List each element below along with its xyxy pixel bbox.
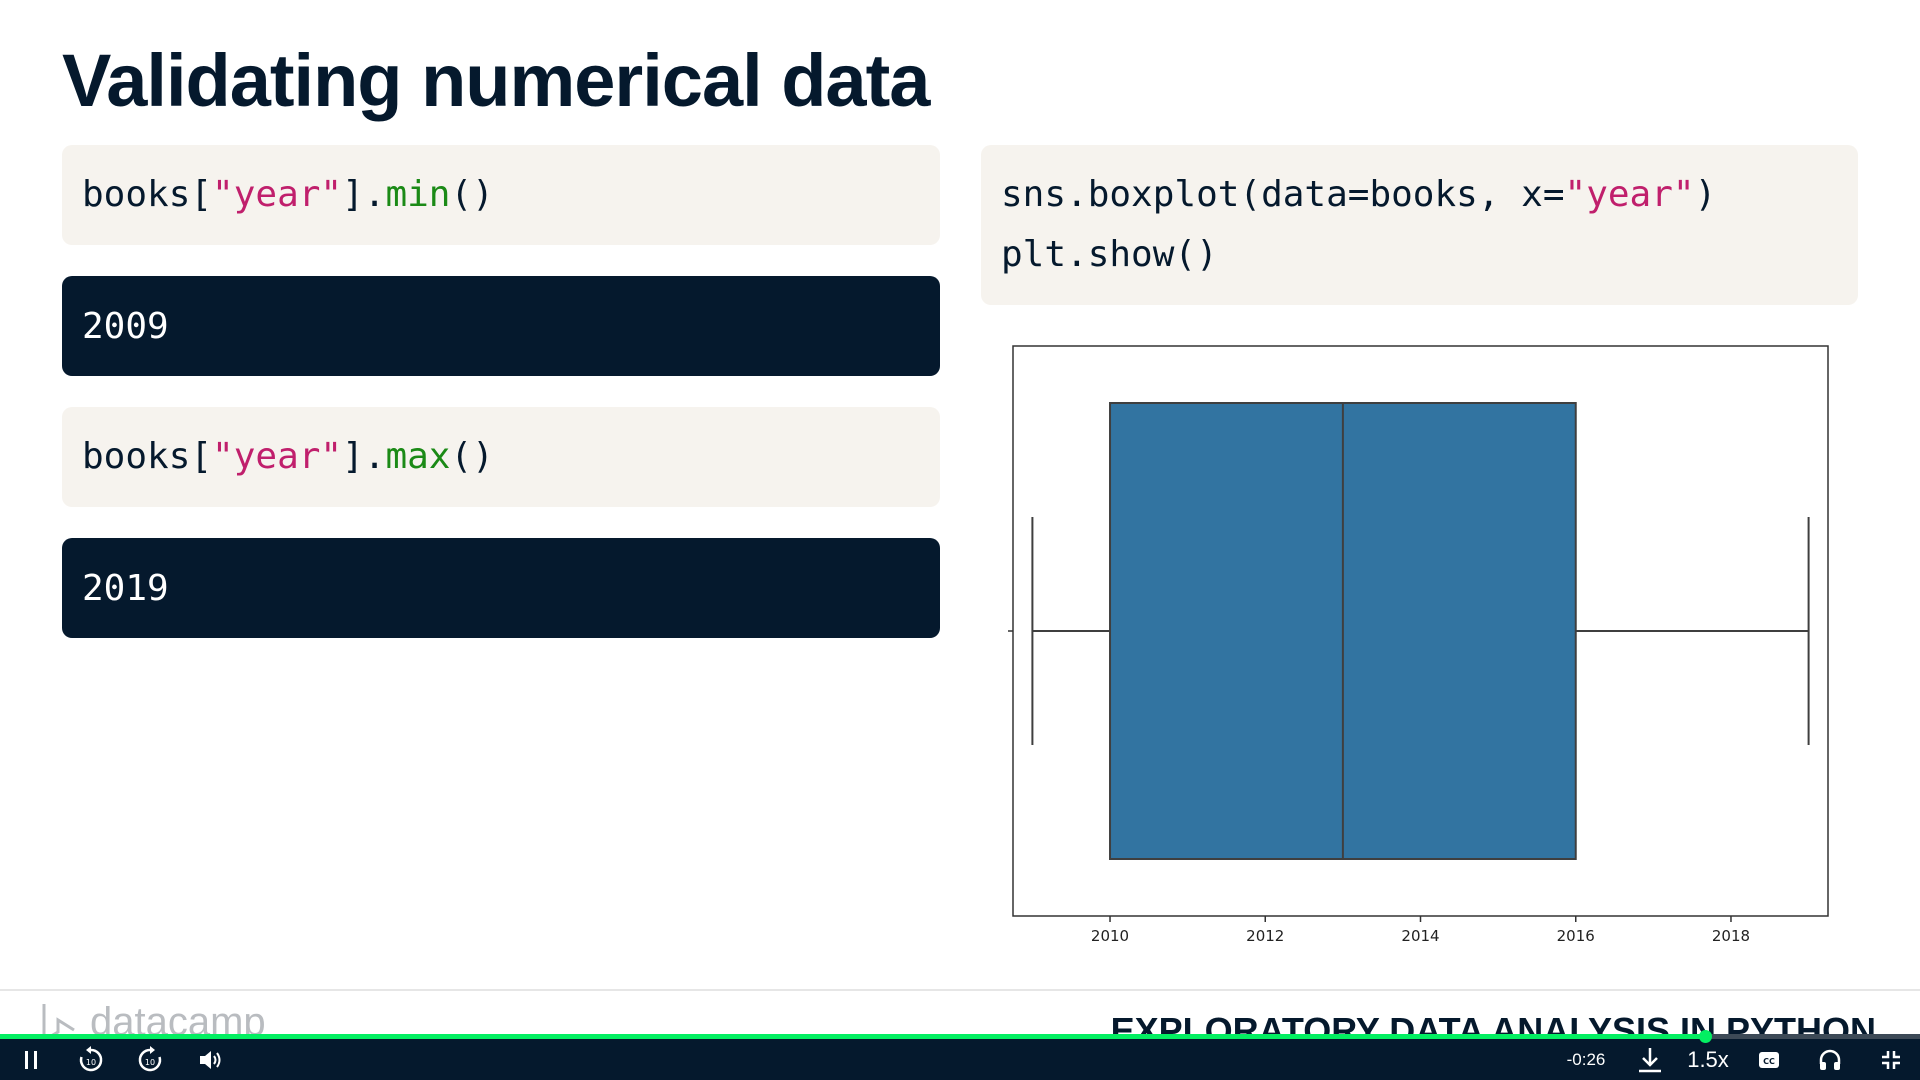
exit-fullscreen-button[interactable] xyxy=(1878,1044,1904,1076)
volume-button[interactable] xyxy=(195,1044,227,1076)
x-tick-label: 2014 xyxy=(1401,927,1439,945)
rewind-10-button[interactable]: 10 xyxy=(74,1044,108,1076)
progress-fill xyxy=(0,1034,1705,1039)
captions-button[interactable]: CC xyxy=(1756,1044,1782,1076)
svg-text:CC: CC xyxy=(1763,1057,1775,1066)
time-remaining: -0:26 xyxy=(1560,1044,1612,1076)
code-token: plt.show() xyxy=(1001,234,1218,275)
code-method: max xyxy=(385,436,451,477)
code-token: sns.boxplot(data=books, x= xyxy=(1001,174,1565,215)
code-block-max: books["year"].max() xyxy=(62,407,940,507)
rewind-10-icon: 10 xyxy=(79,1046,103,1072)
output-value: 2009 xyxy=(82,305,169,347)
playback-speed-text: 1.5x xyxy=(1687,1047,1729,1072)
video-player-bar xyxy=(0,1038,1920,1080)
code-token: ) xyxy=(1694,174,1717,215)
progress-bar[interactable] xyxy=(0,1030,1920,1043)
code-string: "year" xyxy=(212,174,343,215)
x-tick-label: 2012 xyxy=(1246,927,1284,945)
playback-speed-button[interactable]: 1.5x xyxy=(1686,1044,1730,1076)
x-tick-label: 2016 xyxy=(1557,927,1595,945)
x-tick-label: 2010 xyxy=(1091,927,1129,945)
exit-fullscreen-icon xyxy=(1882,1051,1900,1069)
datacamp-logo-icon xyxy=(42,1004,75,1042)
svg-text:10: 10 xyxy=(145,1058,155,1067)
audio-button[interactable] xyxy=(1816,1044,1844,1076)
x-tick-label: 2018 xyxy=(1712,927,1750,945)
audio-headphones-icon xyxy=(1819,1049,1841,1070)
code-token: () xyxy=(450,174,494,215)
code-method: min xyxy=(385,174,451,215)
code-token: ]. xyxy=(342,436,386,477)
code-string: "year" xyxy=(212,436,343,477)
code-block-boxplot: sns.boxplot(data=books, x="year") plt.sh… xyxy=(981,145,1858,305)
code-line: books["year"].min() xyxy=(82,165,940,225)
pause-button[interactable] xyxy=(16,1044,46,1076)
progress-handle[interactable] xyxy=(1698,1030,1712,1043)
pause-icon xyxy=(25,1051,37,1069)
code-line: sns.boxplot(data=books, x="year") xyxy=(1001,165,1858,225)
code-string: "year" xyxy=(1564,174,1695,215)
svg-text:10: 10 xyxy=(86,1058,96,1067)
output-value: 2019 xyxy=(82,567,169,609)
code-block-min: books["year"].min() xyxy=(62,145,940,245)
forward-10-button[interactable]: 10 xyxy=(133,1044,167,1076)
volume-icon xyxy=(200,1051,221,1069)
code-token: () xyxy=(450,436,494,477)
time-remaining-text: -0:26 xyxy=(1566,1050,1606,1069)
code-token: books[ xyxy=(82,174,213,215)
footer-divider xyxy=(0,989,1920,991)
output-block-max: 2019 xyxy=(62,538,940,638)
slide-title: Validating numerical data xyxy=(62,39,930,122)
forward-10-icon: 10 xyxy=(138,1046,162,1072)
code-line: plt.show() xyxy=(1001,225,1858,285)
output-block-min: 2009 xyxy=(62,276,940,376)
download-icon xyxy=(1639,1048,1661,1073)
code-token: books[ xyxy=(82,436,213,477)
captions-icon: CC xyxy=(1759,1052,1779,1068)
course-title: EXPLORATORY DATA ANALYSIS IN PYTHON xyxy=(1110,1010,1876,1038)
code-token: ]. xyxy=(342,174,386,215)
boxplot-chart: 2010 2012 2014 2016 2018 xyxy=(1008,345,1829,945)
code-line: books["year"].max() xyxy=(82,427,940,487)
download-button[interactable] xyxy=(1636,1044,1664,1076)
